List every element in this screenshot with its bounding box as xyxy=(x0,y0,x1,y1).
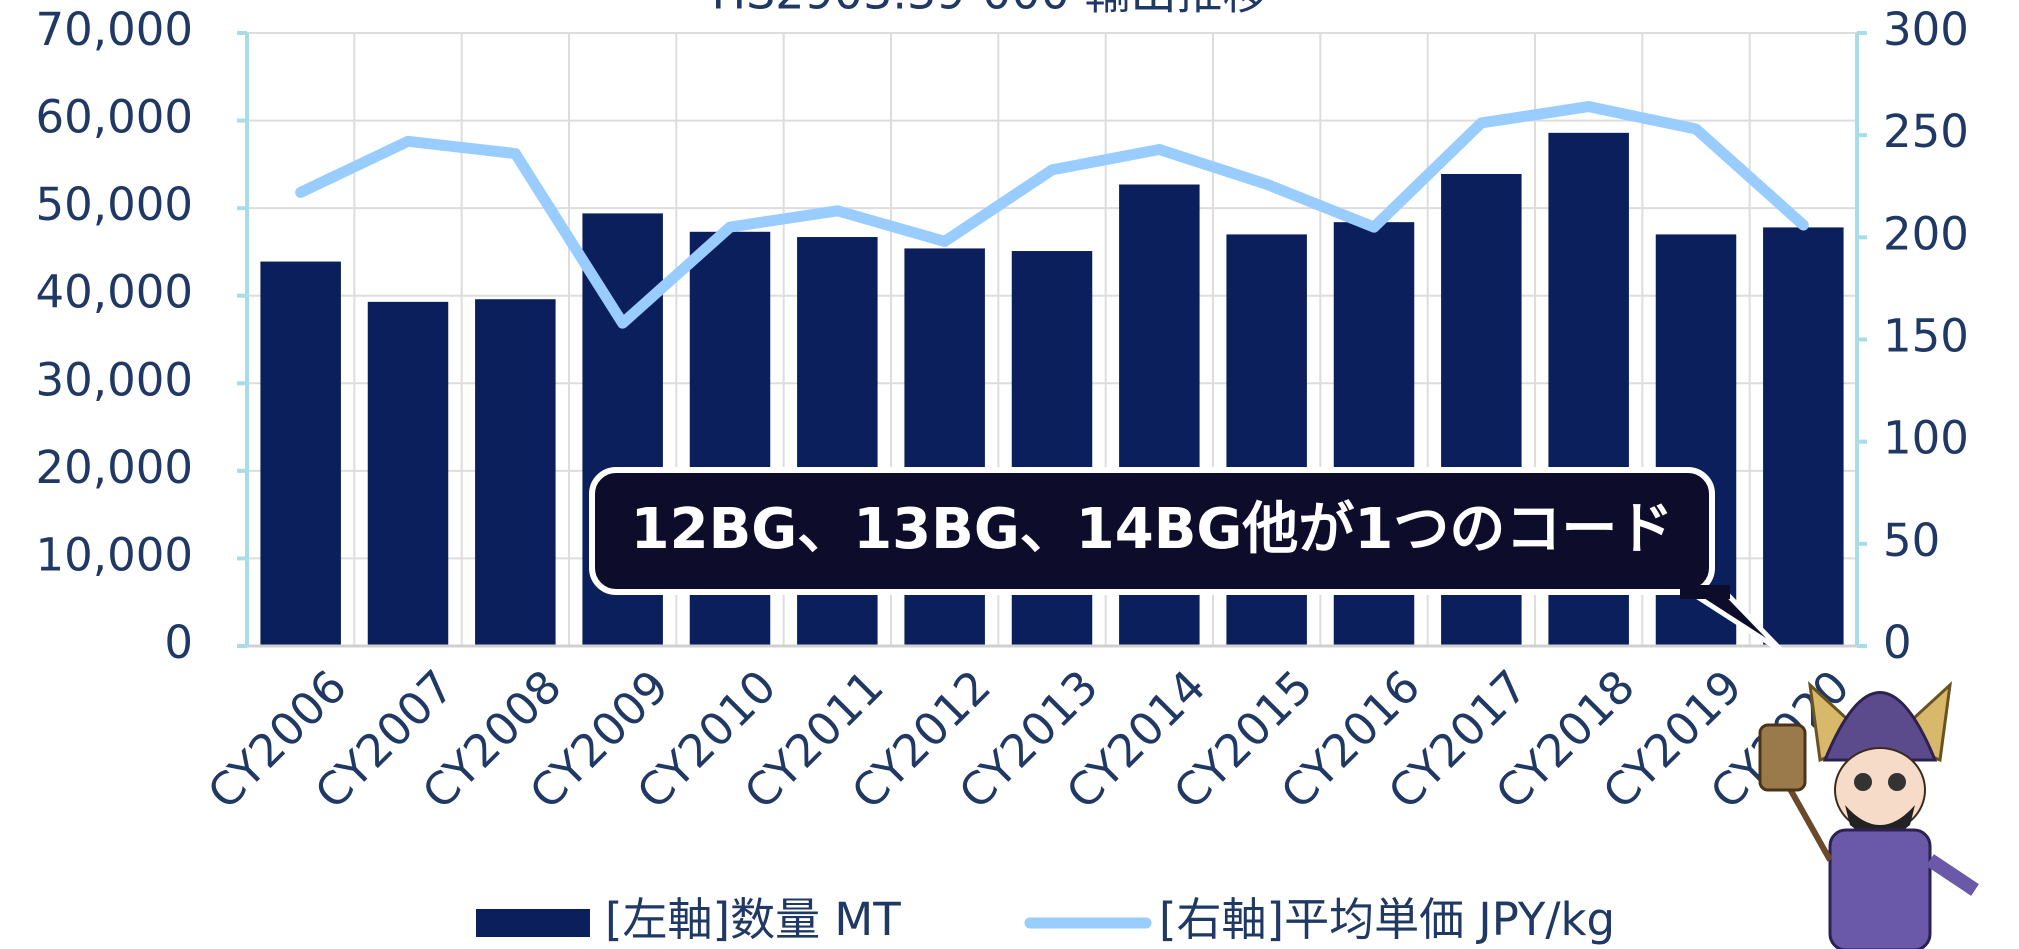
y-tick-label: 20,000 xyxy=(36,441,193,494)
y2-tick-label: 0 xyxy=(1883,616,1912,669)
page: {"chart_data": {"type": "bar-line", "tit… xyxy=(0,0,2019,949)
y2-tick-label: 50 xyxy=(1883,514,1940,567)
mascot xyxy=(1760,685,1975,949)
y2-tick-label: 100 xyxy=(1883,412,1969,465)
legend-label: [右軸]平均単価 JPY/kg xyxy=(1159,893,1615,946)
bar xyxy=(368,302,449,646)
y-tick-label: 10,000 xyxy=(36,528,193,581)
y2-tick-label: 150 xyxy=(1883,310,1969,363)
bar xyxy=(475,299,556,646)
y-tick-label: 60,000 xyxy=(36,91,193,144)
fan-handle xyxy=(1785,780,1830,860)
chart: HS2903.39-000 輸出推移 0 10,000 20,000 30,000 40… xyxy=(0,0,2019,949)
y-tick-label: 0 xyxy=(164,616,193,669)
legend-label: [左軸]数量 MT xyxy=(605,893,901,946)
face xyxy=(1835,748,1925,832)
bar xyxy=(1763,227,1844,646)
callout-joint xyxy=(1680,585,1730,599)
y-tick-label: 40,000 xyxy=(36,266,193,319)
chart-title: HS2903.39-000 輸出推移 xyxy=(711,0,1268,20)
armor xyxy=(1830,830,1930,949)
y-tick-label: 50,000 xyxy=(36,178,193,231)
y-tick-label: 30,000 xyxy=(36,353,193,406)
fan xyxy=(1760,725,1805,790)
y2-tick-label: 300 xyxy=(1883,3,1969,56)
y2-tick-label: 200 xyxy=(1883,207,1969,260)
eye xyxy=(1888,773,1906,791)
annotation-text: 12BG、13BG、14BG他が1つのコード xyxy=(631,497,1674,562)
arm xyxy=(1930,860,1975,890)
bar xyxy=(260,262,341,646)
eye xyxy=(1854,773,1872,791)
y2-tick-label: 250 xyxy=(1883,105,1969,158)
y-tick-label: 70,000 xyxy=(36,3,193,56)
legend-swatch xyxy=(476,909,590,937)
